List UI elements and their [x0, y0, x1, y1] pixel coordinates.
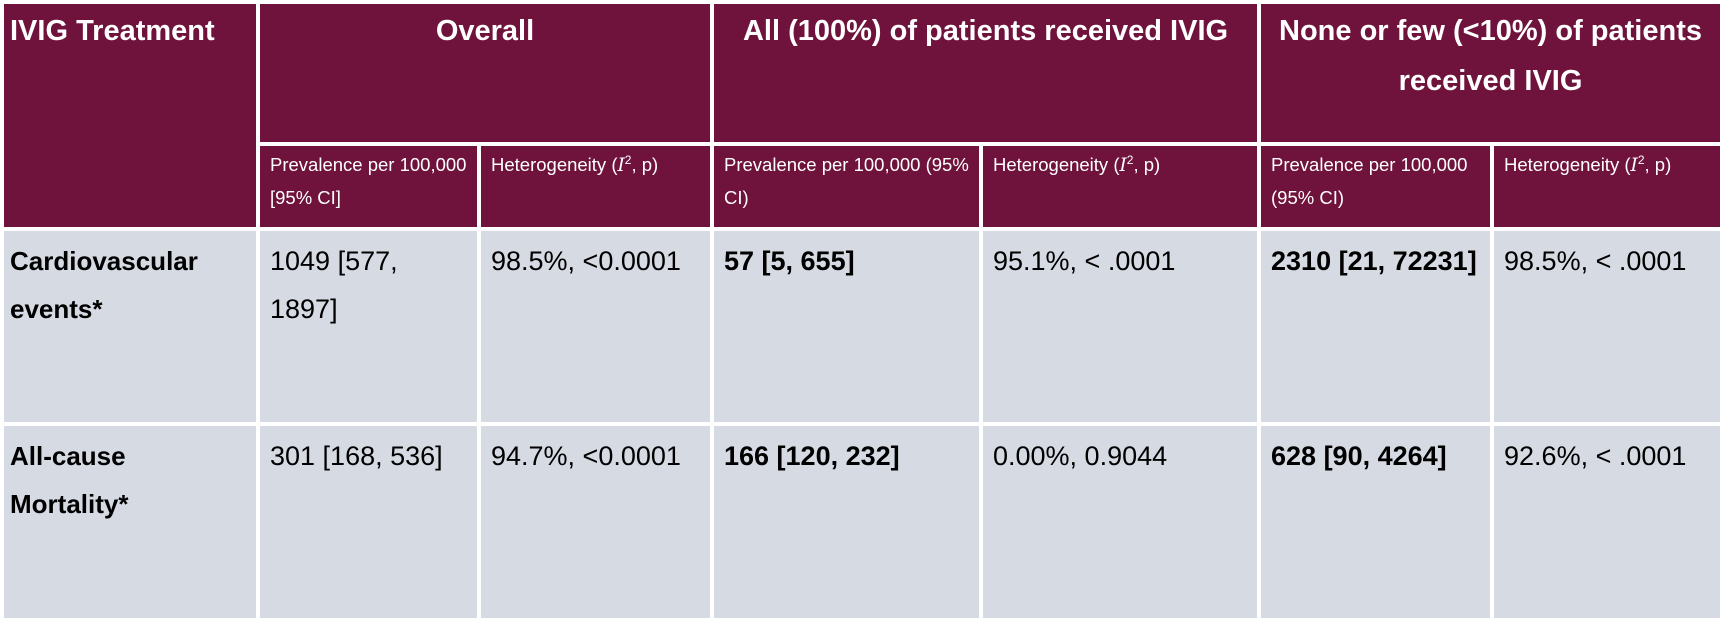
subheader-heterogeneity-none: Heterogeneity (I2, p): [1490, 142, 1720, 231]
corner-header: IVIG Treatment: [0, 0, 260, 231]
row-label-cardiovascular: Cardiovascular events*: [0, 227, 260, 426]
cell-none-prevalence: 628 [90, 4264]: [1257, 422, 1495, 622]
subheader-heterogeneity-all: Heterogeneity (I2, p): [978, 142, 1262, 231]
cell-all-prevalence: 57 [5, 655]: [710, 227, 983, 426]
cell-all-heterogeneity: 95.1%, < .0001: [978, 227, 1262, 426]
cell-all-prevalence: 166 [120, 232]: [710, 422, 983, 622]
cell-overall-heterogeneity: 98.5%, <0.0001: [477, 227, 714, 426]
group-header-overall: Overall: [256, 0, 714, 146]
table-row: All-cause Mortality* 301 [168, 536] 94.7…: [0, 422, 1720, 622]
table-row: Cardiovascular events* 1049 [577, 1897] …: [0, 227, 1720, 426]
cell-none-prevalence: 2310 [21, 72231]: [1257, 227, 1495, 426]
header-row-sub: Prevalence per 100,000 [95% CI] Heteroge…: [2, 142, 1720, 231]
cell-overall-prevalence: 1049 [577, 1897]: [256, 227, 481, 426]
group-header-all-ivig: All (100%) of patients received IVIG: [709, 0, 1262, 146]
cell-none-heterogeneity: 98.5%, < .0001: [1490, 227, 1720, 426]
subheader-heterogeneity-overall: Heterogeneity (I2, p): [477, 142, 714, 231]
cell-none-heterogeneity: 92.6%, < .0001: [1490, 422, 1720, 622]
subheader-prevalence-none: Prevalence per 100,000 (95% CI): [1257, 142, 1495, 231]
row-label-mortality: All-cause Mortality*: [0, 422, 260, 622]
cell-overall-heterogeneity: 94.7%, <0.0001: [477, 422, 714, 622]
subheader-prevalence-all: Prevalence per 100,000 (95% CI): [710, 142, 983, 231]
subheader-prevalence-overall: Prevalence per 100,000 [95% CI]: [256, 142, 481, 231]
group-header-none-ivig: None or few (<10%) of patients received …: [1257, 0, 1720, 146]
cell-all-heterogeneity: 0.00%, 0.9044: [978, 422, 1262, 622]
cell-overall-prevalence: 301 [168, 536]: [256, 422, 481, 622]
header-row-groups: IVIG Treatment Overall All (100%) of pat…: [0, 0, 1720, 231]
